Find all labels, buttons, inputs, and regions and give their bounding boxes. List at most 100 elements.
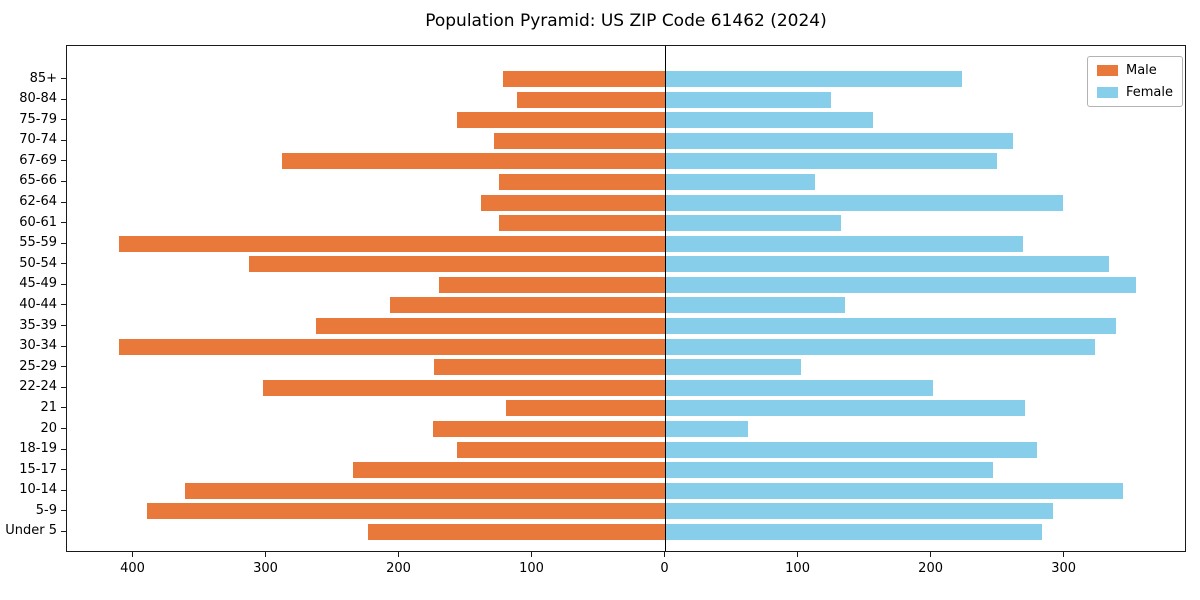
y-axis-tick: [61, 222, 66, 224]
y-axis-label-Under 5: Under 5: [5, 523, 57, 539]
y-axis-label-75-79: 75-79: [19, 111, 57, 127]
y-axis-tick: [61, 119, 66, 121]
bar-male-55-59: [118, 235, 666, 252]
zero-axis-line: [664, 46, 667, 551]
y-axis-label-35-39: 35-39: [19, 317, 57, 333]
y-axis-tick: [61, 201, 66, 203]
x-axis-tick: [930, 552, 932, 557]
y-axis-label-5-9: 5-9: [35, 502, 57, 518]
y-axis-tick: [61, 325, 66, 327]
bar-male-15-17: [352, 462, 666, 479]
y-axis-label-18-19: 18-19: [19, 441, 57, 457]
legend: Male Female: [1086, 56, 1183, 107]
y-axis-tick: [61, 98, 66, 100]
bar-female-20: [665, 421, 749, 438]
bar-female-80-84: [665, 91, 831, 108]
bar-male-62-64: [480, 194, 666, 211]
bar-female-67-69: [665, 153, 997, 170]
legend-label-male: Male: [1125, 63, 1157, 78]
x-axis-tick: [664, 552, 666, 557]
bar-female-65-66: [665, 173, 815, 190]
chart-title: Population Pyramid: US ZIP Code 61462 (2…: [425, 11, 827, 31]
bar-female-15-17: [665, 462, 993, 479]
y-axis-tick: [61, 386, 66, 388]
y-axis-tick: [61, 407, 66, 409]
x-axis-tick-label-100: 100: [519, 561, 544, 576]
y-axis-tick: [61, 530, 66, 532]
y-axis-tick: [61, 283, 66, 285]
bar-male-67-69: [282, 153, 666, 170]
y-axis-tick: [61, 180, 66, 182]
y-axis-label-40-44: 40-44: [19, 296, 57, 312]
bar-male-50-54: [249, 256, 666, 273]
y-axis-label-45-49: 45-49: [19, 276, 57, 292]
bar-male-5-9: [146, 503, 666, 520]
bar-male-70-74: [493, 132, 666, 149]
y-axis-tick: [61, 448, 66, 450]
y-axis-tick: [61, 345, 66, 347]
bar-female-45-49: [665, 276, 1137, 293]
bar-male-22-24: [262, 379, 666, 396]
y-axis-label-62-64: 62-64: [19, 194, 57, 210]
y-axis-tick: [61, 469, 66, 471]
bar-female-50-54: [665, 256, 1109, 273]
x-axis-tick-label-300: 300: [253, 561, 278, 576]
y-axis-label-25-29: 25-29: [19, 358, 57, 374]
y-axis-tick: [61, 160, 66, 162]
x-axis-tick-label-400: 400: [120, 561, 145, 576]
female-color-swatch: [1096, 87, 1118, 98]
bar-male-45-49: [439, 276, 666, 293]
y-axis-label-30-34: 30-34: [19, 338, 57, 354]
bar-male-65-66: [499, 173, 666, 190]
bar-female-30-34: [665, 338, 1096, 355]
bar-male-30-34: [118, 338, 666, 355]
y-axis-tick: [61, 139, 66, 141]
bar-male-18-19: [456, 441, 666, 458]
x-axis-tick: [797, 552, 799, 557]
bar-female-25-29: [665, 359, 802, 376]
x-axis-tick-label-200: 200: [386, 561, 411, 576]
x-axis-tick-label-100: 100: [785, 561, 810, 576]
bar-female-75-79: [665, 112, 874, 129]
y-axis-tick: [61, 510, 66, 512]
bar-male-85+: [503, 71, 666, 87]
x-axis-tick-label-200: 200: [918, 561, 943, 576]
y-axis-tick: [61, 304, 66, 306]
legend-item-female: Female: [1096, 85, 1173, 100]
bar-male-20: [432, 421, 666, 438]
bar-female-5-9: [665, 503, 1053, 520]
x-axis-tick: [265, 552, 267, 557]
x-axis-tick: [398, 552, 400, 557]
bar-female-70-74: [665, 132, 1013, 149]
bar-male-40-44: [390, 297, 666, 314]
bar-male-60-61: [499, 215, 666, 232]
x-axis-tick: [531, 552, 533, 557]
plot-area: [66, 45, 1186, 552]
bar-female-85+: [665, 71, 963, 87]
y-axis-label-85+: 85+: [29, 70, 57, 86]
bar-female-21: [665, 400, 1025, 417]
legend-label-female: Female: [1125, 85, 1173, 100]
bar-female-55-59: [665, 235, 1024, 252]
y-axis-label-20: 20: [40, 420, 57, 436]
bar-female-Under 5: [665, 523, 1042, 540]
y-axis-tick: [61, 428, 66, 430]
bar-female-18-19: [665, 441, 1037, 458]
bar-male-Under 5: [367, 523, 666, 540]
bar-female-35-39: [665, 318, 1117, 335]
y-axis-label-22-24: 22-24: [19, 379, 57, 395]
bar-female-22-24: [665, 379, 933, 396]
y-axis-tick: [61, 489, 66, 491]
bar-male-35-39: [315, 318, 666, 335]
bar-male-80-84: [516, 91, 666, 108]
legend-item-male: Male: [1096, 63, 1173, 78]
bar-female-62-64: [665, 194, 1064, 211]
y-axis-label-50-54: 50-54: [19, 255, 57, 271]
y-axis-label-70-74: 70-74: [19, 132, 57, 148]
y-axis-label-21: 21: [40, 399, 57, 415]
y-axis-label-67-69: 67-69: [19, 152, 57, 168]
x-axis-tick: [132, 552, 133, 557]
y-axis-label-60-61: 60-61: [19, 214, 57, 230]
bar-female-60-61: [665, 215, 842, 232]
